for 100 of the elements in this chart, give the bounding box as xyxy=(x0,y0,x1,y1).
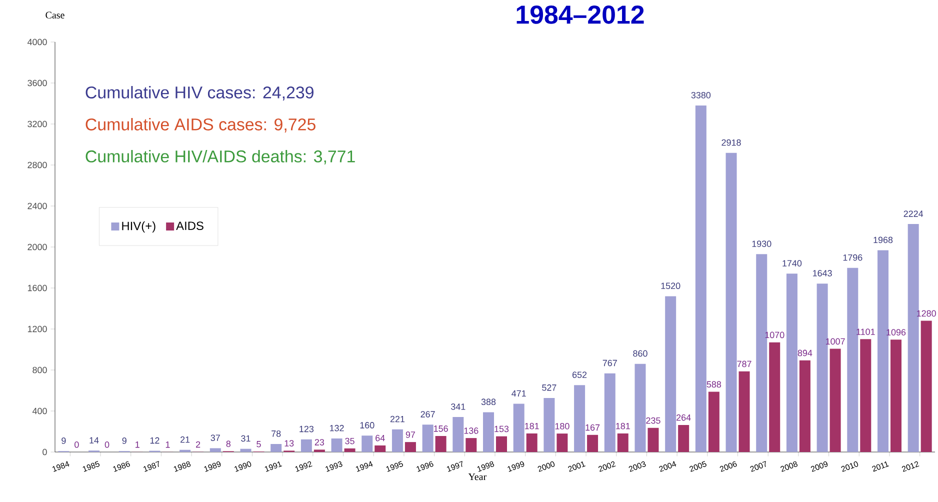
bar xyxy=(392,429,403,452)
data-label: 136 xyxy=(464,428,478,434)
bar xyxy=(466,438,477,452)
data-label: 1101 xyxy=(856,328,875,335)
bar xyxy=(786,274,798,452)
bar xyxy=(544,398,555,452)
data-label: 1520 xyxy=(661,282,680,290)
data-label: 267 xyxy=(420,411,435,418)
y-tick-label: 2400 xyxy=(28,202,47,210)
bar xyxy=(695,106,706,452)
bar xyxy=(634,364,646,452)
bar xyxy=(799,360,810,452)
y-tick-label: 3200 xyxy=(28,120,47,128)
data-label: 5 xyxy=(256,441,261,448)
y-tick-label: 1200 xyxy=(28,326,47,332)
data-label: 78 xyxy=(272,430,281,437)
bar xyxy=(604,373,616,452)
y-tick-label: 0 xyxy=(42,448,47,456)
data-label: 14 xyxy=(90,437,99,444)
y-tick-label: 400 xyxy=(32,408,47,414)
data-label: 652 xyxy=(572,372,587,378)
bar xyxy=(738,371,750,452)
data-label: 2918 xyxy=(722,139,741,146)
bar xyxy=(556,434,568,452)
data-label: 153 xyxy=(494,426,509,432)
bar xyxy=(617,433,628,452)
bar xyxy=(300,439,312,452)
y-tick-label: 2800 xyxy=(28,162,47,168)
bar xyxy=(483,412,494,452)
data-label: 2 xyxy=(196,441,200,448)
data-label: 1643 xyxy=(813,270,832,276)
data-label: 1096 xyxy=(886,329,906,336)
bar xyxy=(769,342,780,452)
bar xyxy=(574,385,586,452)
bar xyxy=(816,284,828,452)
legend-label: HIV(+) xyxy=(122,221,156,233)
bar xyxy=(362,436,373,452)
data-label: 35 xyxy=(345,438,354,444)
data-label: 588 xyxy=(706,381,722,388)
data-label: 0 xyxy=(74,441,79,448)
bar xyxy=(665,296,676,452)
data-label: 13 xyxy=(284,440,294,446)
bar xyxy=(648,428,659,452)
y-tick-label: 2000 xyxy=(28,244,47,250)
data-label: 341 xyxy=(451,403,466,410)
data-label: 21 xyxy=(180,436,190,443)
data-label: 0 xyxy=(104,441,110,448)
bar xyxy=(374,445,386,452)
data-label: 1070 xyxy=(765,332,784,338)
data-label: 37 xyxy=(210,434,220,442)
bar xyxy=(526,433,538,452)
y-tick-label: 1600 xyxy=(28,284,47,292)
data-label: 767 xyxy=(602,360,617,366)
data-label: 132 xyxy=(330,424,344,432)
bar xyxy=(435,436,446,452)
data-label: 235 xyxy=(646,417,660,424)
bar xyxy=(860,339,872,452)
chart-title: 1984–2012 xyxy=(516,6,644,24)
bar xyxy=(513,404,524,452)
data-label: 1 xyxy=(136,442,140,448)
bar xyxy=(270,444,282,452)
data-label: 3380 xyxy=(691,92,711,98)
y-tick-label: 800 xyxy=(32,366,47,374)
bar xyxy=(496,436,507,452)
bar xyxy=(452,417,464,452)
data-label: 167 xyxy=(586,424,600,431)
data-label: 1968 xyxy=(874,236,893,244)
data-label: 471 xyxy=(512,390,526,397)
data-label: 181 xyxy=(616,422,630,430)
annotation: Cumulative HIV cases: 24,239 xyxy=(86,86,314,100)
data-label: 2224 xyxy=(904,210,924,217)
bar xyxy=(890,340,902,452)
data-label: 388 xyxy=(481,398,496,406)
bar xyxy=(877,250,888,452)
data-label: 156 xyxy=(434,425,448,432)
data-label: 787 xyxy=(737,360,752,368)
y-axis-title: Case xyxy=(46,12,64,18)
data-label: 527 xyxy=(542,384,556,391)
bar xyxy=(847,268,858,452)
bar xyxy=(240,448,252,452)
data-label: 221 xyxy=(390,416,405,422)
data-label: 1 xyxy=(166,442,170,448)
bar xyxy=(331,438,342,452)
data-label: 1740 xyxy=(782,260,802,266)
bar xyxy=(210,448,221,452)
bar xyxy=(830,348,841,452)
data-label: 97 xyxy=(406,432,415,438)
bar xyxy=(678,424,690,452)
y-tick-label: 4000 xyxy=(27,38,47,46)
data-label: 1796 xyxy=(843,254,862,261)
data-label: 1007 xyxy=(826,338,845,345)
data-label: 181 xyxy=(525,422,539,430)
bar xyxy=(587,434,598,452)
data-label: 160 xyxy=(360,422,374,428)
bar xyxy=(908,224,919,452)
data-label: 894 xyxy=(798,350,812,356)
data-label: 64 xyxy=(376,434,385,442)
data-label: 123 xyxy=(300,426,314,432)
data-label: 180 xyxy=(555,422,570,430)
data-label: 264 xyxy=(676,414,691,421)
